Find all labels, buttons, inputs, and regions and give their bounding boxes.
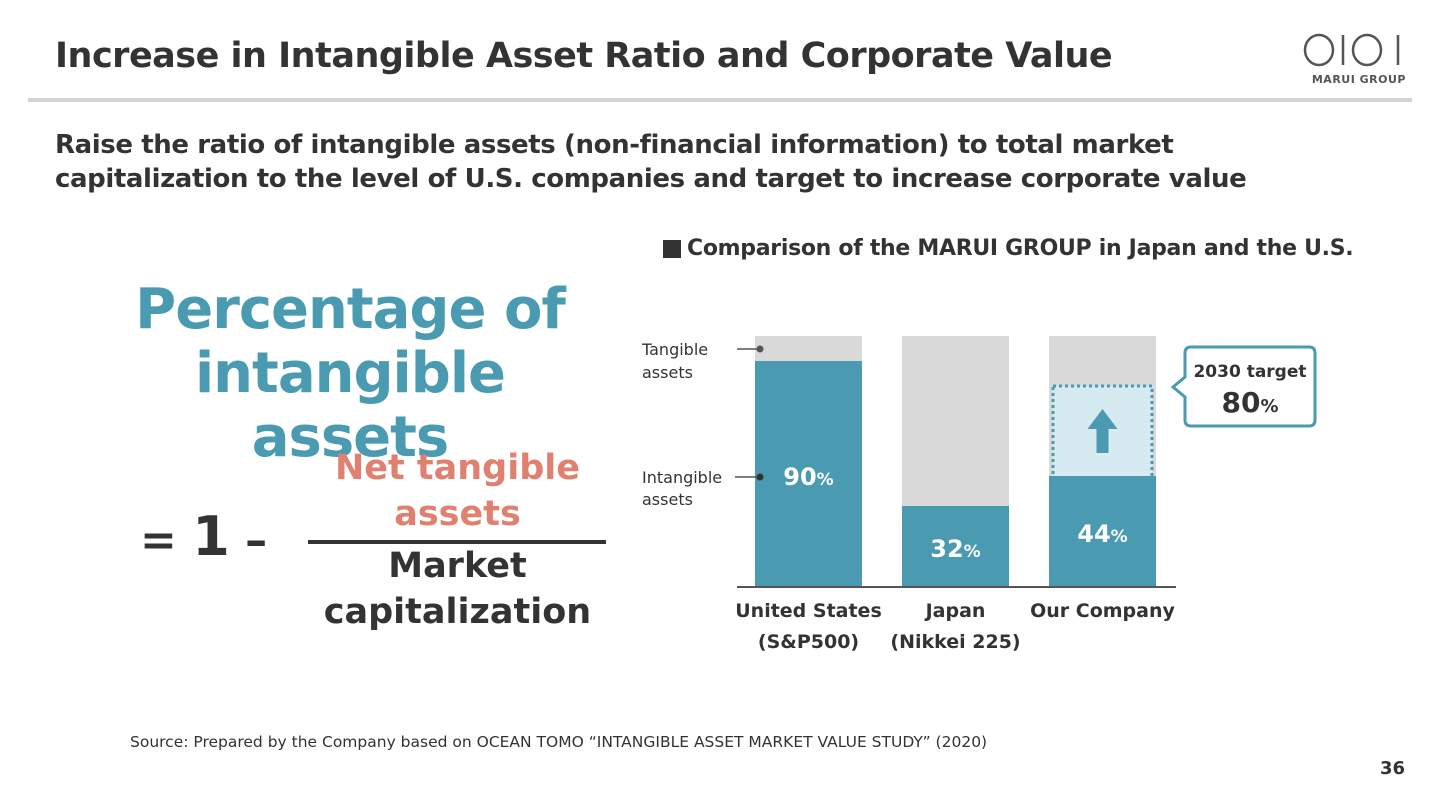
target-label: 2030 target [1193, 362, 1306, 382]
category-label-0-0: United States [735, 600, 882, 622]
bar-tangible-1 [902, 336, 1009, 506]
equals-sign: = [140, 515, 177, 566]
legend-label-1-1: assets [642, 490, 693, 509]
data-label-2: 44% [1077, 520, 1127, 548]
category-label-1-1: (Nikkei 225) [890, 631, 1020, 653]
chart-title-text: Comparison of the MARUI GROUP in Japan a… [687, 236, 1354, 261]
slide-subtitle: Raise the ratio of intangible assets (no… [55, 130, 1247, 194]
category-label-0-1: (S&P500) [758, 631, 859, 653]
legend-dot-1 [756, 473, 764, 481]
legend-label-1-0: Intangible [642, 468, 722, 487]
target-callout-box [1170, 345, 1317, 428]
bar-intangible-0 [755, 361, 862, 586]
oioi-logo-icon [1303, 33, 1400, 67]
source-note: Source: Prepared by the Company based on… [130, 733, 988, 751]
target-unit: % [1260, 396, 1278, 417]
data-label-unit-1: % [964, 542, 981, 562]
formula-one: 1 [192, 505, 230, 568]
square-bullet-icon [663, 239, 681, 258]
formula-denominator: Market capitalization [323, 546, 592, 632]
up-arrow-icon [1087, 409, 1118, 453]
category-label-2-0: Our Company [1030, 600, 1175, 622]
fraction-bar [308, 540, 606, 544]
legend-dot-0 [756, 345, 764, 353]
marui-group-logo: MARUI GROUP [1300, 33, 1412, 87]
slide-title: Increase in Intangible Asset Ratio and C… [55, 36, 1113, 76]
minus-sign: – [245, 515, 268, 566]
legend-label-0-0: Tangible [641, 340, 708, 359]
bar-intangible-2 [1049, 476, 1156, 586]
formula-equals-one-minus: = 1 – [140, 505, 267, 568]
data-label-unit-0: % [817, 470, 834, 490]
data-label-unit-2: % [1111, 527, 1128, 547]
formula-numerator: Net tangible assets [334, 448, 581, 534]
title-divider [28, 98, 1412, 102]
bar-intangible-1 [902, 506, 1009, 586]
bar-tangible-0 [755, 336, 862, 361]
logo-text: MARUI GROUP [1311, 73, 1406, 86]
legend-label-0-1: assets [642, 363, 693, 382]
page-number: 36 [1379, 758, 1405, 779]
formula-heading: Percentage of intangible assets [135, 277, 566, 470]
category-label-1-0: Japan [924, 600, 986, 622]
chart-title: Comparison of the MARUI GROUP in Japan a… [663, 236, 1354, 261]
intangible-asset-chart: United States (S&P500) Japan (Nikkei 225) Ou… [641, 336, 1317, 653]
